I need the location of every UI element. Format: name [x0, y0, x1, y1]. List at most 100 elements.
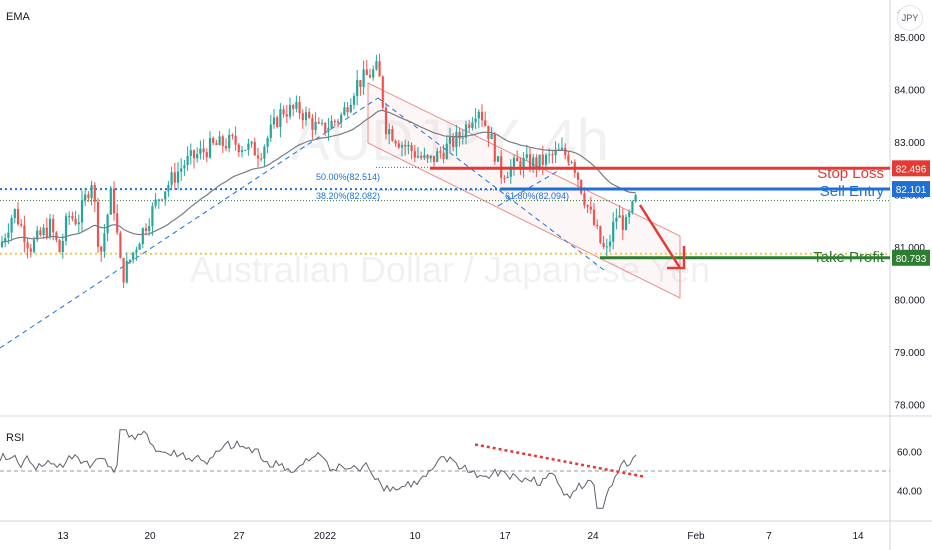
candle-body — [330, 120, 333, 129]
candle-body — [442, 152, 445, 159]
candle-body — [260, 158, 263, 160]
candle-body — [208, 138, 212, 158]
candle-body — [340, 114, 343, 122]
level-label: Sell Entry — [820, 183, 885, 200]
candle-body — [314, 122, 317, 130]
candle-body — [343, 107, 346, 115]
candle-body — [378, 61, 381, 77]
candle-body — [180, 168, 183, 172]
candle-body — [237, 144, 240, 153]
rsi-trendline — [474, 443, 646, 479]
candle-body — [599, 226, 602, 243]
candle-body — [384, 107, 388, 135]
candle-body — [279, 109, 282, 128]
indicator-label: EMA — [6, 11, 30, 23]
candle-body — [490, 134, 493, 140]
candle-body — [160, 199, 164, 201]
candle-body — [170, 172, 173, 185]
time-tick-label: 2022 — [314, 531, 337, 542]
candle-body — [116, 213, 119, 233]
time-tick-label: 20 — [144, 531, 156, 542]
candle-body — [266, 137, 269, 147]
candle-body — [308, 112, 311, 118]
candle-body — [413, 151, 416, 158]
candle-body — [212, 138, 215, 144]
candle-body — [16, 209, 20, 225]
candle-body — [87, 194, 90, 199]
candle-body — [39, 230, 42, 236]
candle-body — [77, 222, 80, 225]
candle-body — [509, 166, 512, 177]
currency-button[interactable]: JPY — [898, 6, 922, 30]
candle-body — [141, 228, 144, 245]
fib-level-label: 38.20%(82.082) — [316, 191, 380, 201]
time-tick-label: 14 — [852, 531, 864, 542]
candle-body — [410, 144, 413, 152]
candle-body — [468, 124, 471, 128]
candle-body — [269, 124, 272, 138]
candle-body — [567, 155, 570, 163]
candle-body — [298, 101, 301, 114]
candle-body — [244, 149, 247, 151]
candle-body — [154, 199, 157, 206]
candle-body — [375, 61, 378, 70]
candle-body — [282, 109, 285, 115]
candle-body — [151, 205, 154, 227]
candle-body — [29, 248, 32, 252]
candle-body — [404, 144, 407, 147]
candle-body — [234, 135, 237, 145]
candle-body — [621, 215, 624, 230]
price-label-badge — [892, 160, 930, 177]
candle-body — [426, 154, 429, 159]
candle-body — [381, 76, 384, 108]
candle-body — [596, 224, 599, 227]
rsi-pane-label: RSI — [6, 432, 25, 444]
candle-body — [394, 140, 397, 144]
candle-body — [192, 150, 196, 159]
candle-body — [61, 240, 64, 253]
price-tick-label: 84.000 — [894, 85, 925, 96]
candle-body — [103, 233, 106, 252]
candle-body — [64, 216, 68, 241]
fib-level-label: 61.80%(82.094) — [505, 191, 569, 201]
candle-body — [471, 122, 474, 128]
candle-body — [173, 172, 176, 183]
candle-body — [589, 206, 592, 210]
level-label: Stop Loss — [817, 165, 884, 182]
candle-body — [420, 156, 423, 158]
candle-body — [525, 154, 528, 159]
candle-body — [10, 218, 13, 233]
candle-body — [4, 237, 7, 242]
candle-body — [477, 111, 480, 119]
candle-body — [205, 152, 208, 158]
time-tick-label: 24 — [587, 531, 599, 542]
candle-body — [535, 157, 538, 168]
candle-body — [356, 80, 359, 97]
candle-body — [215, 143, 218, 146]
candle-body — [602, 242, 605, 248]
candle-body — [80, 200, 84, 223]
candle-body — [448, 136, 452, 144]
candle-body — [445, 143, 448, 159]
candle-body — [71, 216, 74, 219]
candle-body — [608, 241, 612, 247]
candle-body — [541, 154, 544, 165]
candle-body — [132, 252, 135, 260]
projection-arrowhead — [667, 246, 686, 270]
candle-body — [615, 217, 618, 222]
candle-body — [157, 199, 160, 201]
candle-body — [349, 104, 352, 113]
candle-body — [452, 136, 455, 148]
candle-body — [164, 191, 167, 200]
candle-body — [496, 156, 500, 162]
candle-body — [327, 128, 330, 133]
price-label-text: 80.793 — [896, 254, 927, 265]
candle-body — [352, 96, 356, 105]
candle-body — [90, 185, 93, 199]
price-label-badge — [892, 181, 930, 198]
candle-body — [333, 120, 336, 122]
candle-body — [292, 104, 295, 109]
candle-body — [36, 230, 39, 240]
fib-level-label: 50.00%(82.514) — [316, 172, 380, 182]
